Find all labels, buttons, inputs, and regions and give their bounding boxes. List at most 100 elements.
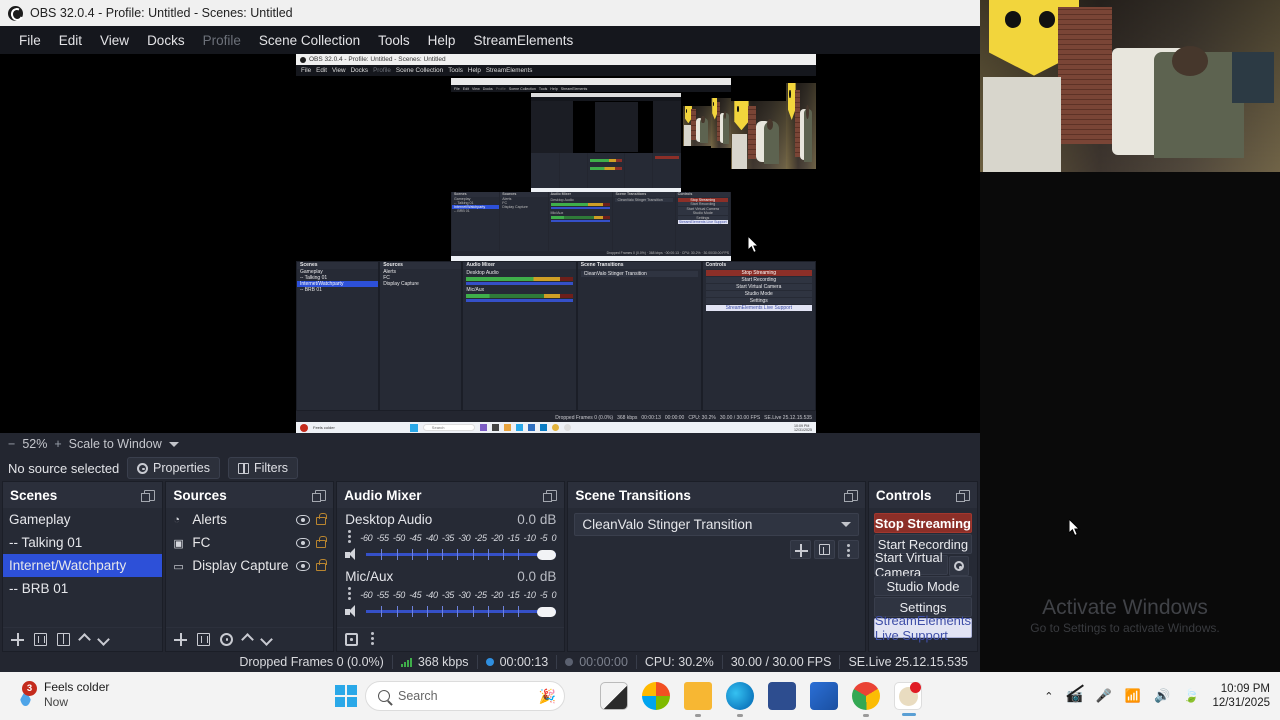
menu-file[interactable]: File [19,32,41,48]
chevron-down-icon[interactable] [168,441,179,447]
remove-source-icon[interactable] [197,633,211,646]
float-dock-icon[interactable] [141,489,156,502]
microsoft-edge-icon[interactable] [726,682,754,717]
scene-item-internet-watchparty[interactable]: Internet/Watchparty [3,554,163,577]
controls-header: Controls [868,482,978,508]
transition-select[interactable]: CleanValo Stinger Transition [574,513,859,536]
menu-docks[interactable]: Docks [147,32,185,48]
source-item-fc[interactable]: ▣ FC [166,531,333,554]
microphone-icon[interactable]: 🎤 [1095,688,1112,703]
scenes-list[interactable]: Gameplay -- Talking 01 Internet/Watchpar… [3,508,163,627]
obs-logo-icon [8,5,23,21]
float-dock-icon[interactable] [843,489,858,502]
source-item-alerts[interactable]: ◔ Alerts [166,508,333,531]
microsoft-365-icon[interactable] [642,682,670,710]
weather-widget[interactable]: 3 Feels colder Now [14,680,109,710]
filters-button[interactable]: Filters [227,457,299,479]
notification-badge: 3 [22,681,37,696]
channel-menu-icon[interactable] [345,529,354,546]
source-label: Alerts [192,512,227,527]
chevron-down-icon[interactable] [840,522,851,527]
nested-title-bar: OBS 32.0.4 - Profile: Untitled - Scenes:… [296,54,816,65]
gear-icon[interactable] [220,633,234,646]
outlook-icon[interactable] [810,682,838,710]
file-explorer-icon[interactable] [684,682,712,717]
sources-list[interactable]: ◔ Alerts ▣ FC ▭ Display Capture [166,508,333,627]
move-scene-up-icon[interactable] [78,633,91,646]
start-recording-button[interactable]: Start Recording [873,534,973,554]
move-source-up-icon[interactable] [241,633,255,646]
zoom-in-button[interactable]: + [54,437,62,451]
tick: -15 [507,532,520,543]
speaker-icon[interactable]: 🔊 [1154,688,1171,703]
scene-filters-icon[interactable] [57,633,70,646]
menu-profile[interactable]: Profile [202,32,241,48]
scene-transitions-title: Scene Transitions [575,487,691,503]
scale-mode-label[interactable]: Scale to Window [68,437,162,451]
volume-knob[interactable] [537,549,557,560]
camera-off-icon[interactable]: 📷 [1065,684,1084,704]
menu-help[interactable]: Help [427,32,456,48]
add-scene-icon[interactable] [11,633,24,646]
wifi-icon[interactable]: 📶 [1124,688,1142,703]
studio-mode-button[interactable]: Studio Mode [873,576,973,596]
visibility-eye-icon[interactable] [296,537,311,548]
settings-button[interactable]: Settings [873,597,973,617]
preview-scale-bar[interactable]: − 52% + Scale to Window [0,433,980,455]
lock-icon[interactable] [316,535,327,548]
channel-menu-icon[interactable] [345,586,354,603]
properties-button[interactable]: Properties [127,457,220,479]
start-virtual-camera-button[interactable]: Start Virtual Camera [873,550,970,580]
menu-view[interactable]: View [100,32,130,48]
google-chrome-icon[interactable] [852,682,880,717]
leaf-icon[interactable]: 🍃 [1183,688,1200,703]
mute-speaker-icon[interactable] [345,605,360,618]
scene-label: -- BRB 01 [9,581,69,596]
stop-streaming-button[interactable]: Stop Streaming [873,513,973,533]
volume-knob[interactable] [537,606,557,617]
lock-icon[interactable] [316,512,327,525]
scene-item-talking-01[interactable]: -- Talking 01 [3,531,162,554]
menu-edit[interactable]: Edit [58,32,83,48]
visibility-eye-icon[interactable] [296,514,311,525]
scene-item-brb-01[interactable]: -- BRB 01 [3,577,162,600]
add-transition-button[interactable] [789,540,811,559]
nested-docks: Scenes Gameplay -- Talking 01 Internet/W… [296,261,816,411]
source-item-display-capture[interactable]: ▭ Display Capture [166,554,333,577]
volume-slider[interactable] [366,605,557,618]
windows-start-icon[interactable] [335,685,357,707]
streamelements-live-support-button[interactable]: StreamElements Live Support [873,613,973,643]
preview-canvas[interactable]: OBS 32.0.4 - Profile: Untitled - Scenes:… [0,54,980,433]
float-dock-icon[interactable] [543,489,558,502]
add-source-icon[interactable] [174,633,188,646]
float-dock-icon[interactable] [312,489,327,502]
transition-menu-button[interactable] [837,540,859,559]
taskbar-clock[interactable]: 10:09 PM 12/31/2025 [1212,682,1270,710]
tick: 0 [551,532,557,543]
remove-transition-button[interactable] [813,540,835,559]
remove-scene-icon[interactable] [34,633,47,646]
advanced-audio-properties-icon[interactable] [345,633,359,646]
mute-speaker-icon[interactable] [345,548,360,561]
visibility-eye-icon[interactable] [296,560,311,571]
microsoft-store-icon[interactable] [768,682,796,710]
task-view-icon[interactable] [600,682,628,710]
nested-webcam-small [683,106,711,146]
menu-streamelements[interactable]: StreamElements [473,32,574,48]
move-scene-down-icon[interactable] [97,633,110,646]
search-input[interactable]: Search 🎉 [365,681,565,711]
volume-slider[interactable] [366,548,557,561]
zoom-out-button[interactable]: − [8,437,16,451]
lock-icon[interactable] [316,558,327,571]
menu-scene-collection[interactable]: Scene Collection [258,32,361,48]
menu-tools[interactable]: Tools [378,32,410,48]
audio-mixer-body: Desktop Audio 0.0 dB [337,508,564,627]
move-source-down-icon[interactable] [260,633,274,646]
virtual-camera-settings-button[interactable] [949,556,970,576]
scene-item-gameplay[interactable]: Gameplay [3,508,162,531]
show-hidden-icons-chevron[interactable]: ⌃ [1044,690,1054,703]
menu-bar[interactable]: File Edit View Docks Profile Scene Colle… [0,26,980,54]
obs-studio-icon[interactable] [894,682,922,716]
mixer-menu-icon[interactable] [368,631,377,648]
float-dock-icon[interactable] [956,489,971,502]
